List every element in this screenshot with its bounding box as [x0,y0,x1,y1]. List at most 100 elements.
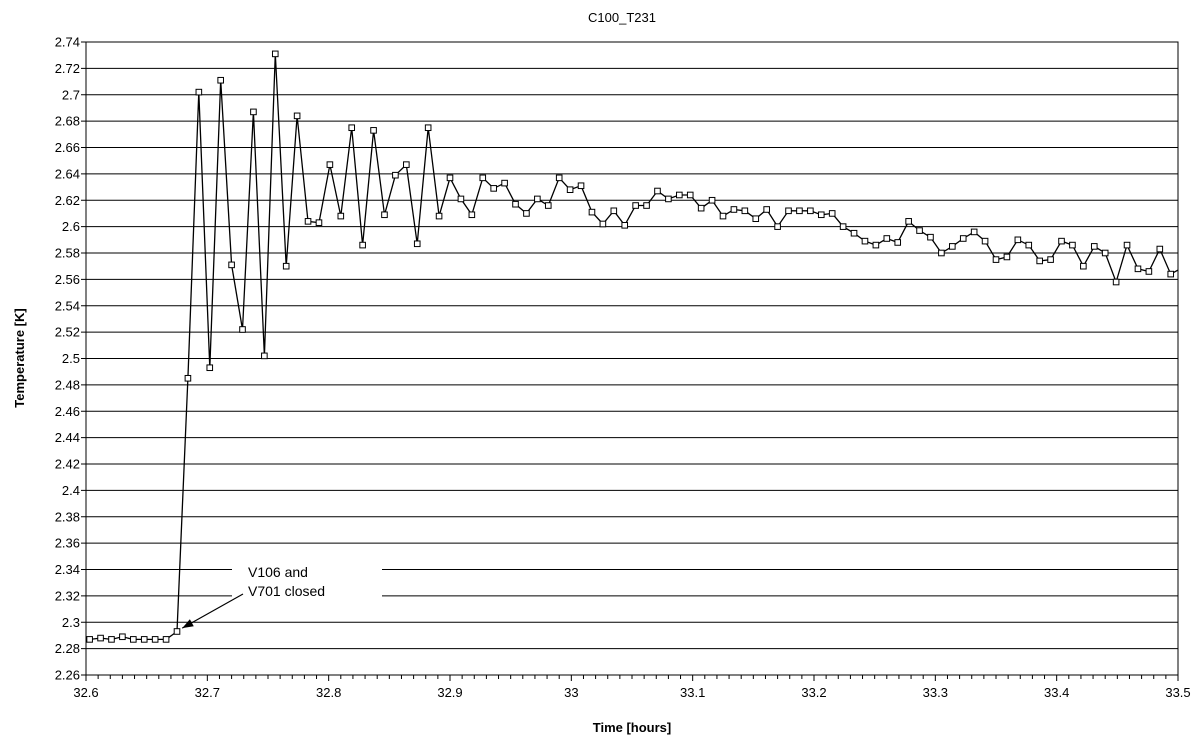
data-point [1101,249,1109,257]
data-point [916,227,923,234]
data-point [1167,270,1175,278]
data-point [261,352,268,360]
data-point [1145,268,1153,275]
data-point [577,182,585,190]
data-point [785,207,792,215]
data-point [359,241,366,249]
y-tick-label: 2.7 [62,87,80,102]
y-axis-title: Temperature [K] [12,308,27,407]
x-tick-label: 33.5 [1165,685,1190,700]
x-tick-label: 32.7 [195,685,220,700]
y-tick-label: 2.32 [55,588,80,603]
data-point [807,207,814,215]
annotation-arrowhead [182,619,194,629]
data-point [555,174,563,182]
data-point [676,191,683,199]
data-point [861,237,869,245]
data-point [894,239,902,246]
annotation: V106 and V701 closed [181,564,325,629]
data-point [905,218,912,225]
data-point [86,636,93,643]
data-point [566,186,574,193]
data-point [610,207,618,215]
data-point [828,210,836,217]
data-point [501,179,508,187]
data-point [850,229,858,237]
data-point [719,212,727,220]
data-point [206,364,214,372]
y-tick-label: 2.46 [55,404,80,419]
annotation-background [232,556,382,608]
data-point [588,208,596,216]
x-tick-label: 32.6 [73,685,98,700]
data-point [348,124,356,132]
data-point [228,261,235,269]
data-point [250,108,257,116]
data-point [490,185,497,192]
data-point [708,196,716,204]
data-point [1058,237,1065,245]
data-point [424,124,432,132]
data-point [697,204,705,212]
annotation-arrow-line [181,593,244,629]
data-point [381,211,388,219]
annotation-text: V701 closed [248,583,325,599]
data-point [1036,257,1043,265]
data-point [162,636,170,643]
data-point [938,249,945,257]
data-point [796,207,803,215]
y-tick-label: 2.72 [55,61,80,76]
x-tick-label: 32.9 [437,685,462,700]
data-point [370,127,377,134]
annotation-box [232,556,382,608]
y-tick-label: 2.5 [62,351,80,366]
data-point [523,210,530,217]
data-point [326,161,334,168]
data-point [130,636,137,643]
series-group [86,50,1179,643]
data-point [282,262,290,270]
data-point [654,187,661,195]
data-point [403,161,410,168]
x-tick-label: 33.3 [923,685,948,700]
x-tick-label: 33 [564,685,578,700]
data-point [872,241,880,249]
data-point [140,636,148,643]
data-point [173,628,181,635]
data-point [392,171,399,179]
data-point [1025,241,1033,249]
y-tick-label: 2.4 [62,483,80,498]
data-point [512,200,519,208]
data-point [315,219,323,226]
data-point [1069,241,1076,249]
y-tick-label: 2.64 [55,166,80,181]
data-point [981,237,989,245]
data-point [730,206,738,213]
y-tick-label: 2.6 [62,219,80,234]
y-tick-label: 2.68 [55,114,80,129]
data-point [468,211,476,219]
data-point [752,215,760,223]
x-tick-label: 33.4 [1044,685,1069,700]
y-tick-label: 2.34 [55,562,80,577]
y-axis: 2.26 2.28 2.3 2.32 2.34 2.36 2.38 2.4 2.42 2.44 2.… [55,35,86,683]
y-tick-label: 2.52 [55,325,80,340]
y-tick-label: 2.38 [55,509,80,524]
data-point [1014,236,1022,244]
y-tick-label: 2.42 [55,457,80,472]
data-point [108,636,115,643]
y-tick-label: 2.28 [55,641,80,656]
data-point [1047,256,1054,263]
data-point [686,191,694,199]
data-point [959,235,967,242]
y-tick-label: 2.26 [55,668,80,683]
data-point [1123,241,1131,249]
data-point [927,233,934,241]
x-tick-label: 32.8 [316,685,341,700]
x-axis: 32.6 32.7 32.8 32.9 33 33.1 33.2 33.3 33.4 33.5 [73,675,1191,700]
data-point [446,174,454,182]
data-point [883,235,891,242]
data-point [534,195,541,203]
y-tick-label: 2.36 [55,536,80,551]
